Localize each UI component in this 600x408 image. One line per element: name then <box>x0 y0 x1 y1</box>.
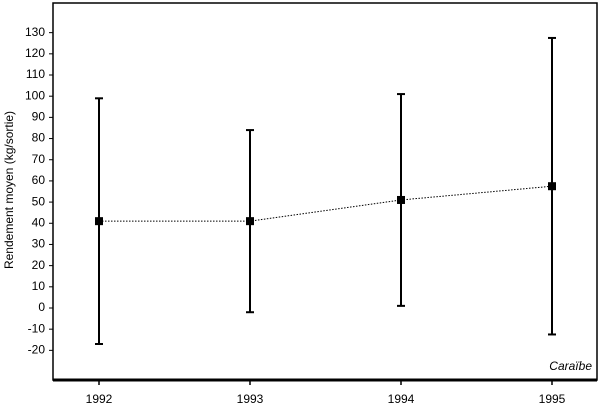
point <box>95 217 103 226</box>
y-tick-label: 100 <box>25 88 45 102</box>
x-tick-label: 1992 <box>86 392 113 406</box>
y-tick-label: 20 <box>32 258 46 272</box>
point <box>397 195 405 204</box>
y-tick-label: -10 <box>28 321 46 335</box>
trend-line <box>99 185 553 222</box>
y-tick-label: -20 <box>28 343 46 357</box>
y-tick-label: 50 <box>32 194 46 208</box>
y-tick-label: 30 <box>32 237 46 251</box>
y-axis-label: Rendement moyen (kg/sortie) <box>2 111 16 269</box>
point <box>548 182 556 191</box>
y-tick-label: 0 <box>38 300 45 314</box>
point <box>246 217 254 226</box>
plot-frame <box>52 2 598 381</box>
y-tick-label: 90 <box>32 110 46 124</box>
y-tick-label: 70 <box>32 152 46 166</box>
x-tick-label: 1994 <box>388 392 415 406</box>
x-tick-label: 1993 <box>237 392 264 406</box>
y-tick-label: 60 <box>32 173 46 187</box>
y-tick-label: 40 <box>32 215 46 229</box>
y-tick-label: 130 <box>25 25 45 39</box>
y-tick-label: 110 <box>26 67 45 81</box>
y-tick-label: 80 <box>32 131 46 145</box>
x-tick-label: 1995 <box>539 392 566 406</box>
y-tick-label: 10 <box>32 279 46 293</box>
annotation: Caraïbe <box>549 359 592 373</box>
y-tick-label: 120 <box>25 46 45 60</box>
